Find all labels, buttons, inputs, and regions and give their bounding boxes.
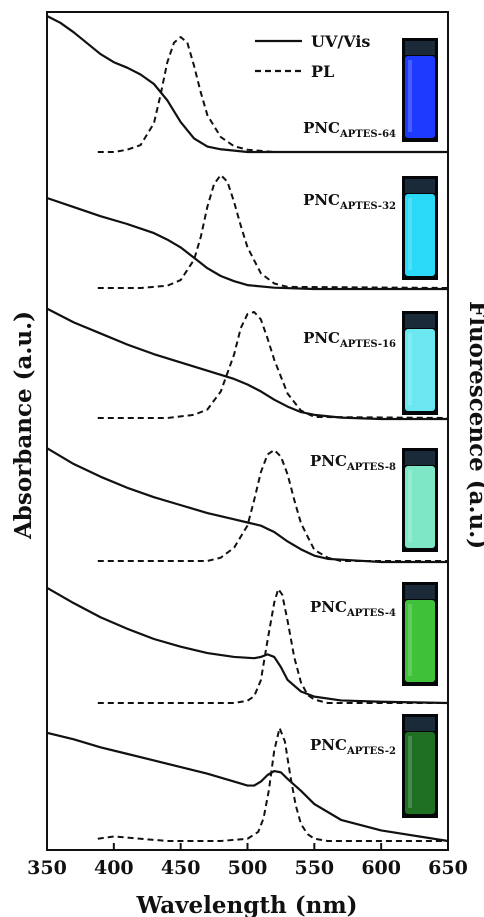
vial-photo <box>402 714 438 818</box>
spectrum-panel: PNCAPTES-8 <box>46 447 448 564</box>
sample-label-subscript: APTES-4 <box>346 608 396 619</box>
pl-series-line <box>97 174 449 289</box>
pl-series-line <box>97 588 448 704</box>
x-tick-label: 600 <box>361 857 401 879</box>
vial-photo <box>402 582 438 686</box>
vial-photo <box>402 38 438 142</box>
sample-label-main: PNC <box>310 452 347 470</box>
sample-label-main: PNC <box>303 329 340 347</box>
x-tick-label: 550 <box>294 857 334 879</box>
sample-label-subscript: APTES-2 <box>346 746 396 757</box>
sample-label-subscript: APTES-64 <box>339 129 396 140</box>
x-tick-label: 400 <box>94 857 134 879</box>
vial-cap <box>405 314 435 328</box>
vial-photo <box>402 176 438 280</box>
spectrum-panel: PNCAPTES-4 <box>46 582 449 705</box>
sample-label-main: PNC <box>303 119 340 137</box>
vial-highlight <box>408 604 412 676</box>
vial-photo <box>402 311 438 415</box>
sample-label-main: PNC <box>310 736 347 754</box>
sample-label-subscript: APTES-32 <box>339 201 396 212</box>
pl-series-line <box>97 449 448 562</box>
uvvis-series-line <box>46 586 449 705</box>
sample-label: PNCAPTES-16 <box>303 329 396 350</box>
vial-highlight <box>408 60 412 132</box>
legend-pl-label: PL <box>311 62 334 81</box>
vial-liquid <box>405 194 435 276</box>
sample-label-main: PNC <box>310 598 347 616</box>
spectrum-panel: PNCAPTES-2 <box>46 714 449 843</box>
stacked-spectra: PNCAPTES-64PNCAPTES-32PNCAPTES-16PNCAPTE… <box>46 15 449 843</box>
x-axis-title: Wavelength (nm) <box>135 892 357 917</box>
sample-label: PNCAPTES-32 <box>303 191 396 212</box>
x-tick-label: 450 <box>161 857 201 879</box>
x-axis-ticks: 350 400 450 500 550 600 650 <box>27 843 468 879</box>
vial-highlight <box>408 333 412 405</box>
vial-cap <box>405 451 435 465</box>
sample-label-main: PNC <box>303 191 340 209</box>
uvvis-series-line <box>46 307 448 421</box>
vial-liquid <box>405 56 435 138</box>
vial-liquid <box>405 329 435 411</box>
vial-photo <box>402 448 438 552</box>
y-axis-right-title: Fluorescence (a.u.) <box>464 301 484 549</box>
vial-liquid <box>405 732 435 814</box>
uvvis-series-line <box>46 731 449 843</box>
vial-highlight <box>408 470 412 542</box>
vial-cap <box>405 717 435 731</box>
pl-series-line <box>97 36 448 153</box>
legend: UV/Vis PL <box>255 32 370 81</box>
x-tick-label: 650 <box>428 857 468 879</box>
x-tick-label: 350 <box>27 857 67 879</box>
vial-highlight <box>408 198 412 270</box>
pl-series-line <box>97 727 448 842</box>
sample-label: PNCAPTES-64 <box>303 119 396 140</box>
spectrum-panel: PNCAPTES-32 <box>46 174 449 291</box>
vial-cap <box>405 41 435 55</box>
sample-label-subscript: APTES-16 <box>339 339 396 350</box>
x-tick-label: 500 <box>228 857 268 879</box>
vial-highlight <box>408 736 412 808</box>
sample-label: PNCAPTES-2 <box>310 736 396 757</box>
uvvis-series-line <box>46 196 448 291</box>
spectrum-panel: PNCAPTES-16 <box>46 307 449 421</box>
vial-liquid <box>405 466 435 548</box>
sample-label: PNCAPTES-4 <box>310 598 396 619</box>
vial-cap <box>405 585 435 599</box>
pl-series-line <box>97 311 449 419</box>
legend-uvvis-label: UV/Vis <box>311 32 370 51</box>
spectrum-panel: PNCAPTES-64 <box>46 15 448 154</box>
uvvis-series-line <box>46 15 448 154</box>
vial-liquid <box>405 600 435 682</box>
sample-label: PNCAPTES-8 <box>310 452 396 473</box>
uvvis-series-line <box>46 447 448 564</box>
sample-label-subscript: APTES-8 <box>346 462 396 473</box>
y-axis-left-title: Absorbance (a.u.) <box>10 311 37 540</box>
vial-cap <box>405 179 435 193</box>
